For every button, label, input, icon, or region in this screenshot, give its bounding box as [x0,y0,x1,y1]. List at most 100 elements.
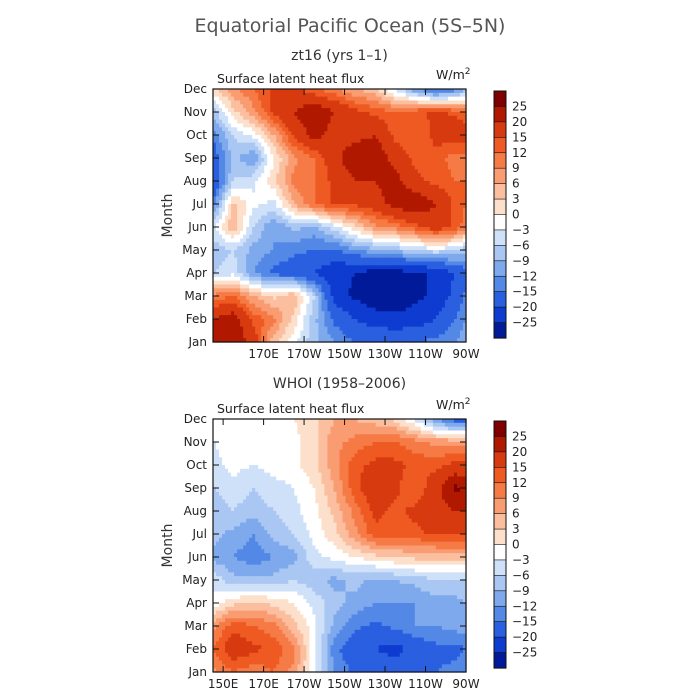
heatmap-cell [327,115,332,121]
heatmap-cell [312,299,316,305]
heatmap-cell [246,284,250,289]
heatmap-cell [402,280,407,286]
heatmap-cell [375,146,380,151]
heatmap-cell [270,165,274,171]
heatmap-cell [249,169,253,174]
heatmap-cell [282,299,286,305]
heatmap-cell [225,89,229,94]
heatmap-cell [321,288,326,293]
heatmap-cell [288,253,292,259]
heatmap-cell [225,150,229,155]
heatmap-cell [288,177,292,182]
heatmap-cell [240,200,244,205]
heatmap-cell [456,135,461,140]
heatmap-cell [258,119,262,125]
heatmap-cell [420,158,425,163]
heatmap-cell [450,165,455,171]
heatmap-cell [372,223,377,228]
heatmap-cell [456,173,461,178]
heatmap-cell [435,108,440,113]
heatmap-cell [417,196,422,201]
heatmap-cell [222,173,226,178]
heatmap-cell [450,131,455,136]
heatmap-cell [399,299,404,305]
heatmap-cell [408,215,413,220]
heatmap-cell [219,257,223,263]
heatmap-cell [231,223,235,228]
heatmap-cell [264,269,268,274]
heatmap-cell [390,288,395,293]
heatmap-cell [378,257,383,263]
heatmap-cell [423,269,428,274]
heatmap-cell [360,100,365,105]
heatmap-cell [270,276,274,282]
heatmap-cell [360,311,365,316]
heatmap-cell [354,284,359,289]
heatmap-cell [354,138,359,144]
heatmap-cell [234,238,238,243]
heatmap-cell [411,223,416,228]
heatmap-cell [252,188,256,194]
heatmap-cell [291,112,295,117]
heatmap-cell [429,238,434,243]
heatmap-cell [300,276,304,282]
heatmap-cell [438,238,443,243]
heatmap-cell [312,234,316,240]
heatmap-cell [384,303,389,309]
heatmap-cell [372,246,377,251]
heatmap-cell [240,288,244,293]
heatmap-cell [357,265,362,270]
heatmap-cell [348,246,353,251]
heatmap-cell [384,223,389,228]
heatmap-cell [234,181,238,186]
heatmap-cell [219,215,223,220]
heatmap-cell [426,311,431,316]
heatmap-cell [243,181,247,186]
heatmap-cell [423,211,428,217]
heatmap-cell [357,158,362,163]
heatmap-cell [423,215,428,220]
heatmap-cell [264,265,268,270]
heatmap-cell [381,269,386,274]
heatmap-cell [279,303,283,309]
heatmap-cell [255,158,259,163]
heatmap-cell [219,108,223,113]
heatmap-cell [399,161,404,167]
heatmap-cell [330,131,335,136]
heatmap-cell [351,303,356,309]
heatmap-cell [321,104,326,109]
heatmap-cell [360,196,365,201]
heatmap-cell [381,230,386,236]
heatmap-cell [327,223,332,228]
heatmap-cell [306,257,310,263]
heatmap-cell [417,311,422,316]
heatmap-cell [387,123,392,128]
heatmap-cell [246,204,250,209]
heatmap-cell [213,211,217,217]
heatmap-cell [444,253,449,259]
heatmap-cell [390,154,395,159]
heatmap-cell [411,158,416,163]
heatmap-cell [258,92,262,98]
heatmap-cell [378,184,383,190]
heatmap-cell [444,296,449,301]
heatmap-cell [414,184,419,190]
heatmap-cell [429,165,434,171]
heatmap-cell [456,100,461,105]
heatmap-cell [300,234,304,240]
heatmap-cell [375,311,380,316]
heatmap-cell [303,207,307,213]
heatmap-cell [462,280,467,286]
heatmap-cell [450,158,455,163]
heatmap-cell [363,115,368,121]
heatmap-cell [450,292,455,297]
heatmap-cell [237,89,241,94]
heatmap-cell [411,219,416,224]
heatmap-cell [336,112,341,117]
heatmap-cell [240,181,244,186]
heatmap-cell [225,177,229,182]
heatmap-cell [462,261,467,266]
heatmap-cell [330,142,335,148]
heatmap-cell [330,227,335,232]
heatmap-cell [255,192,259,197]
